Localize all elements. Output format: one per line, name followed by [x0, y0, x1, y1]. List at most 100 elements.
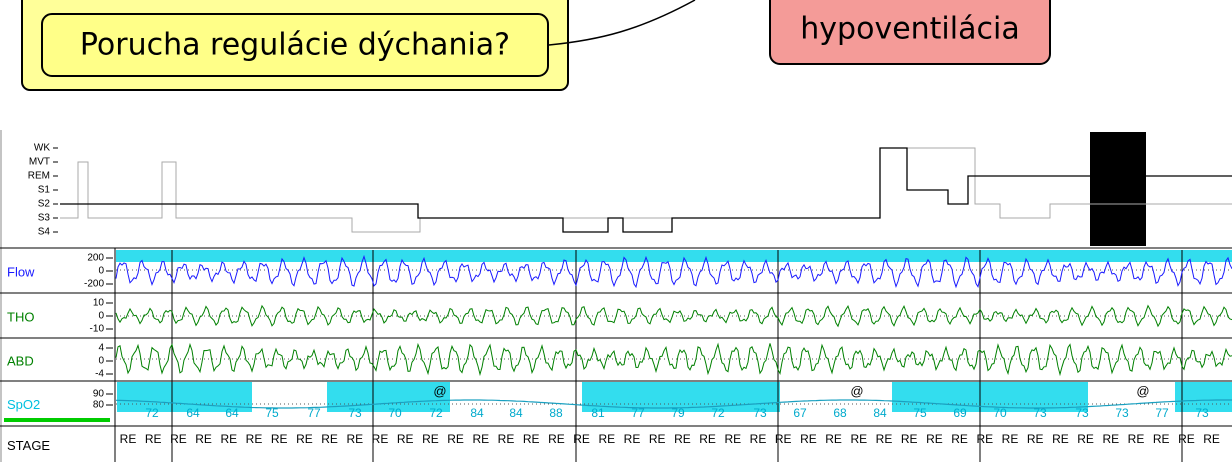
spo2-reading: 73 — [1115, 406, 1129, 420]
stage-entry: RE — [296, 432, 313, 446]
stage-entry: RE — [321, 432, 338, 446]
scale-label: 80 — [93, 400, 105, 411]
stage-axis-label: MVT — [29, 157, 50, 168]
channel-label: SpO2 — [7, 397, 40, 412]
stage-axis-label: S2 — [38, 199, 51, 210]
scale-label: -4 — [95, 369, 104, 380]
callout-text: Porucha regulácie dýchania? — [80, 28, 510, 63]
stage-entry: RE — [1052, 432, 1069, 446]
spo2-reading: 72 — [429, 406, 443, 420]
spo2-reading: 84 — [470, 406, 484, 420]
stage-entry: RE — [1153, 432, 1170, 446]
event-marker: @ — [850, 383, 863, 398]
spo2-reading: 70 — [388, 406, 402, 420]
waveform — [115, 342, 1232, 377]
scale-label: -200 — [84, 279, 104, 290]
spo2-trace — [115, 399, 1232, 409]
scale-label: 0 — [98, 311, 104, 322]
spo2-reading: 64 — [186, 406, 200, 420]
stage-entry: RE — [951, 432, 968, 446]
scale-label: 0 — [98, 356, 104, 367]
stage-entry: RE — [1077, 432, 1094, 446]
spo2-reading: 72 — [145, 406, 159, 420]
spo2-reading: 73 — [1075, 406, 1089, 420]
connector — [548, 0, 696, 46]
stage-entry: RE — [447, 432, 464, 446]
stage-entry: RE — [724, 432, 741, 446]
scale-label: 200 — [87, 253, 104, 264]
stage-entry: RE — [926, 432, 943, 446]
spo2-reading: 75 — [265, 406, 279, 420]
stage-entry: RE — [498, 432, 515, 446]
stage-axis-label: S3 — [38, 213, 51, 224]
stage-entry: RE — [170, 432, 187, 446]
scale-label: 4 — [98, 343, 104, 354]
spo2-reading: 68 — [833, 406, 847, 420]
spo2-reading: 77 — [307, 406, 321, 420]
stage-entry: RE — [976, 432, 993, 446]
stage-entry: RE — [649, 432, 666, 446]
highlight-block — [1090, 132, 1146, 246]
stage-entry: RE — [246, 432, 263, 446]
desaturation-band — [1175, 382, 1232, 412]
stage-axis-label: REM — [28, 171, 50, 182]
stage-entry: RE — [472, 432, 489, 446]
spo2-reading: 67 — [793, 406, 807, 420]
callout-inner — [41, 13, 549, 77]
spo2-reading: 73 — [1195, 406, 1209, 420]
spo2-reading: 64 — [225, 406, 239, 420]
spo2-reading: 77 — [631, 406, 645, 420]
spo2-reading: 79 — [671, 406, 685, 420]
stage-entry: RE — [120, 432, 137, 446]
stage-entry: RE — [145, 432, 162, 446]
channel-label: STAGE — [7, 438, 50, 453]
stage-entry: RE — [573, 432, 590, 446]
stage-entry: RE — [523, 432, 540, 446]
spo2-reading: 72 — [711, 406, 725, 420]
stage-entry: RE — [850, 432, 867, 446]
scale-label: 10 — [93, 298, 105, 309]
stage-entry: RE — [624, 432, 641, 446]
stage-entry: RE — [800, 432, 817, 446]
stage-axis-label: S1 — [38, 185, 51, 196]
event-marker: @ — [1136, 383, 1149, 398]
stage-entry: RE — [775, 432, 792, 446]
stage-entry: RE — [548, 432, 565, 446]
stage-entry: RE — [1102, 432, 1119, 446]
event-marker: @ — [433, 383, 446, 398]
stage-axis-label: WK — [34, 143, 50, 154]
stage-entry: RE — [750, 432, 767, 446]
spo2-indicator — [4, 418, 110, 422]
scale-label: 90 — [93, 389, 105, 400]
finding-text: hypoventilácia — [800, 12, 1019, 47]
stage-entry: RE — [825, 432, 842, 446]
flow-band — [116, 250, 1232, 262]
scale-label: 0 — [98, 266, 104, 277]
stage-axis-label: S4 — [38, 227, 51, 238]
stage-entry: RE — [1203, 432, 1220, 446]
stage-entry: RE — [195, 432, 212, 446]
channel-label: ABD — [7, 353, 34, 368]
stage-entry: RE — [346, 432, 363, 446]
stage-entry: RE — [372, 432, 389, 446]
stage-entry: RE — [1128, 432, 1145, 446]
stage-entry: RE — [598, 432, 615, 446]
spo2-reading: 84 — [873, 406, 887, 420]
scale-label: -10 — [90, 324, 105, 335]
stage-entry: RE — [699, 432, 716, 446]
channel-label: Flow — [7, 264, 35, 279]
stage-entry: RE — [1002, 432, 1019, 446]
channel-label: THO — [7, 309, 34, 324]
spo2-reading: 73 — [1033, 406, 1047, 420]
stage-entry: RE — [220, 432, 237, 446]
spo2-reading: 75 — [913, 406, 927, 420]
finding-box — [769, 0, 1051, 65]
spo2-reading: 81 — [591, 406, 605, 420]
stage-entry: RE — [1027, 432, 1044, 446]
spo2-reading: 88 — [549, 406, 563, 420]
stage-entry: RE — [1178, 432, 1195, 446]
waveform — [115, 254, 1232, 289]
stage-entry: RE — [674, 432, 691, 446]
hypnogram-gray — [60, 147, 1232, 233]
